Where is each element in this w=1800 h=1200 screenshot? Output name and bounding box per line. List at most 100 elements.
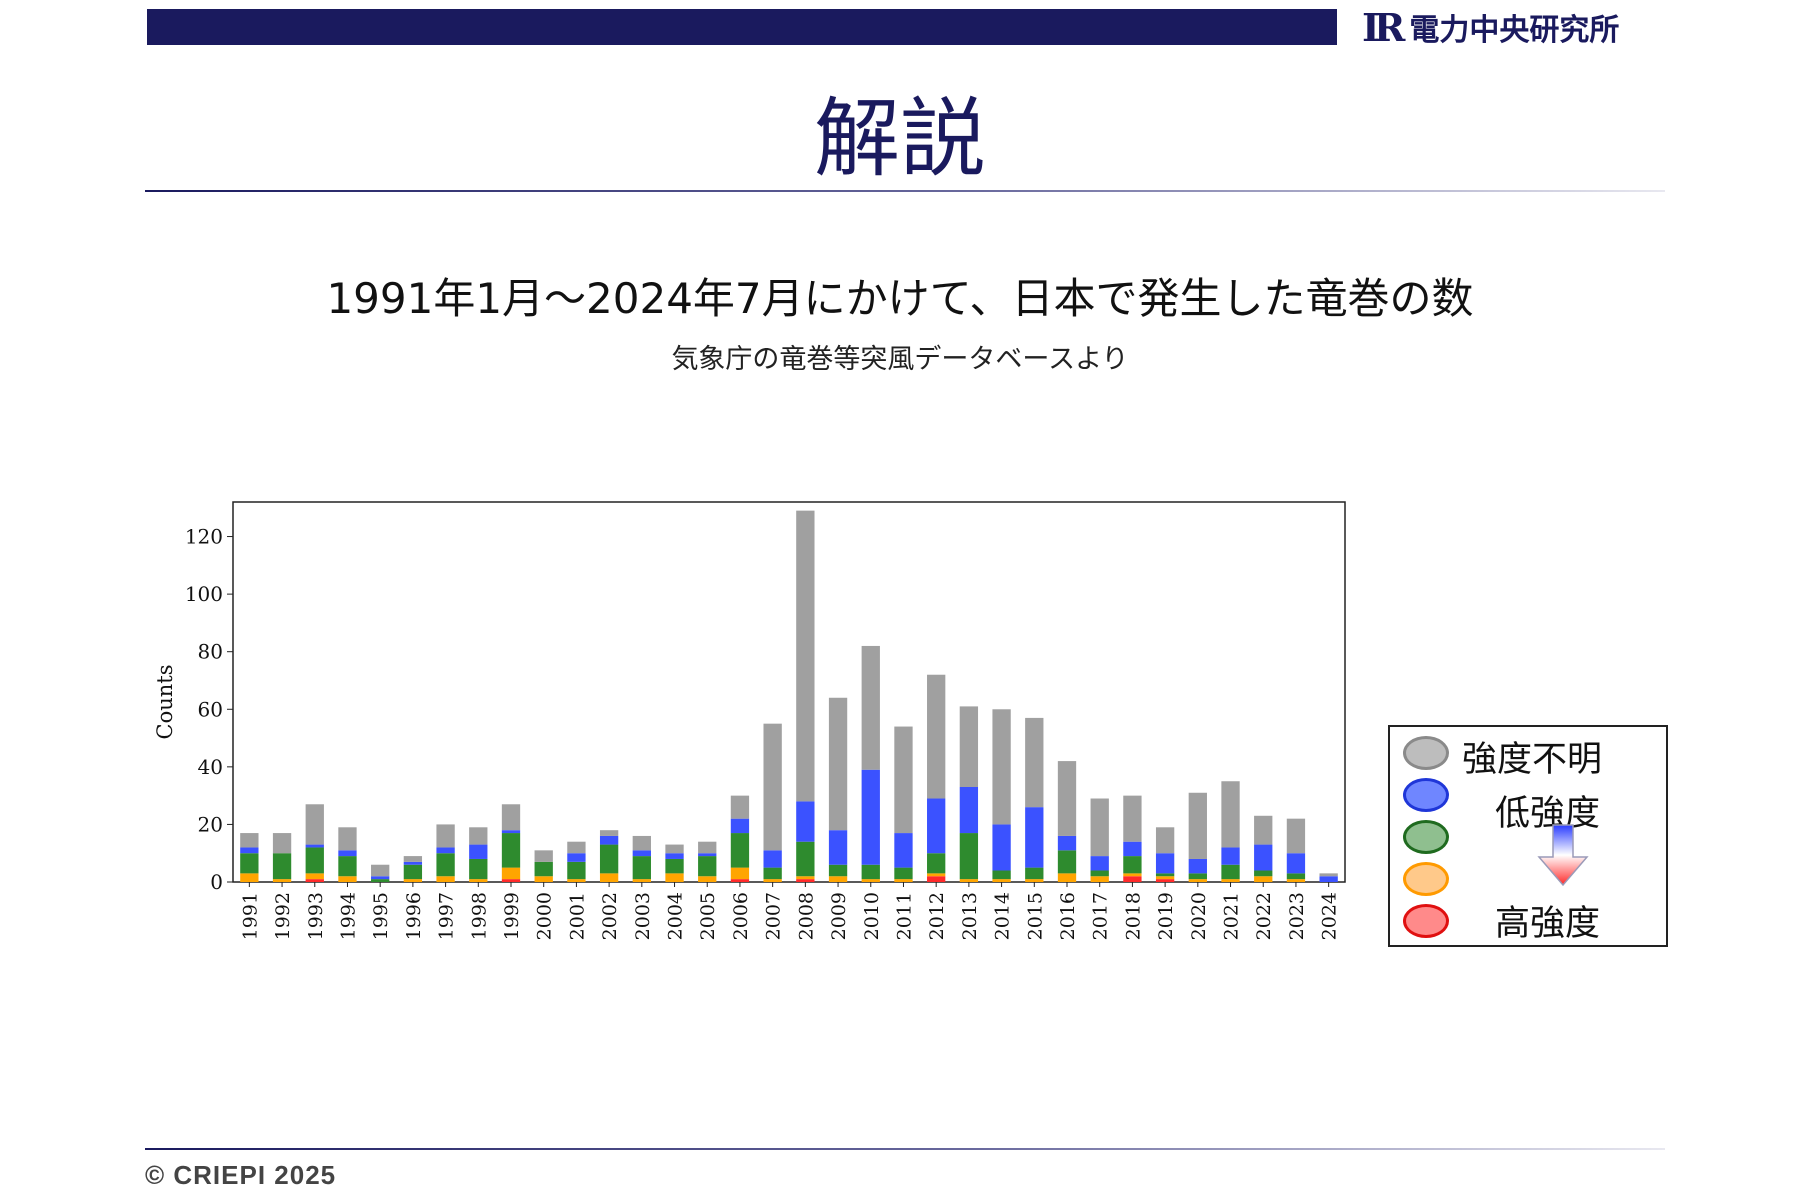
bar-segment [599,873,619,882]
bar-segment [1188,873,1207,880]
bar-segment [1057,835,1077,851]
bar-segment [1025,879,1044,882]
bar-segment [436,876,455,882]
bar-segment [240,847,259,854]
x-tick-label: 2005 [697,892,719,940]
bar-segment [1221,879,1240,882]
bar-segment [927,876,946,882]
x-tick-label: 2020 [1188,892,1210,940]
x-tick-label: 2010 [861,892,883,940]
slide-title: 解説 [814,89,986,189]
x-tick-label: 1996 [403,892,425,940]
bar-segment [1057,761,1077,836]
x-tick-label: 2018 [1122,892,1144,940]
bar-segment [959,879,979,882]
bar-segment [1254,870,1273,877]
x-tick-label: 2008 [795,892,817,940]
x-tick-label: 1998 [468,892,490,940]
bar-segment [1025,807,1044,868]
y-axis-label: Counts [153,665,177,740]
x-tick-label: 1993 [305,892,327,940]
legend-high-label: 高強度 [1495,904,1601,944]
bar-segment [861,879,880,882]
bar-segment [1090,798,1109,857]
y-tick-label: 40 [198,755,223,779]
bar-segment [436,824,455,848]
bar-segment [599,844,619,874]
bar-segment [599,830,619,836]
bar-segment [534,876,553,882]
x-tick-label: 2024 [1319,892,1341,940]
bar-segment [796,879,815,882]
bar-segment [371,879,390,882]
bar-segment [403,864,423,880]
bar-segment [1155,873,1175,877]
bar-segment [240,853,259,874]
bar-segment [1254,815,1273,845]
x-tick-label: 1992 [272,892,294,940]
x-tick-label: 2022 [1253,892,1275,940]
bar-segment [371,876,390,880]
bar-segment [632,850,651,857]
bar-segment [1123,795,1142,842]
bar-segment [338,876,357,882]
bar-segment [992,824,1011,871]
chart-source-note: 気象庁の竜巻等突風データベースより [671,344,1129,375]
bar-segment [272,833,292,854]
bar-segment [1123,856,1142,874]
x-tick-label: 1999 [501,892,523,940]
x-tick-label: 2009 [828,892,850,940]
bar-segment [469,879,488,882]
x-tick-label: 2002 [599,892,621,940]
bar-segment [796,801,815,842]
bar-segment [894,833,913,868]
bar-segment [1221,864,1240,880]
bar-segment [240,833,259,848]
bar-segment [828,876,848,882]
bar-segment [534,850,553,862]
bar-segment [1221,847,1240,865]
bar-segment [436,853,455,877]
bar-segment [1188,879,1207,882]
bar-segment [861,645,880,770]
chart-headline: 1991年1月〜2024年7月にかけて、日本で発生した竜巻の数 [326,274,1474,323]
bar-segment [763,867,782,880]
bar-segment [305,873,324,880]
bar-segment [599,835,619,845]
bar-segment [698,876,717,882]
x-tick-label: 2016 [1057,892,1079,940]
y-tick-label: 100 [185,582,223,606]
bar-segment [501,867,521,880]
y-tick-label: 120 [185,525,223,549]
x-tick-label: 2006 [730,892,752,940]
bar-segment [927,853,946,874]
bar-segment [796,510,815,802]
x-tick-label: 1991 [239,892,261,940]
bar-segment [1286,879,1306,882]
x-tick-label: 2007 [763,892,785,940]
y-tick-label: 20 [198,812,223,836]
bar-segment [1221,781,1240,848]
bar-segment [240,873,259,882]
bar-segment [665,858,684,874]
bar-segment [1025,867,1044,880]
bar-segment [436,847,455,854]
bar-segment [567,853,586,862]
bar-segment [1090,876,1109,882]
bar-segment [501,833,521,868]
bar-segment [469,858,488,880]
bar-segment [1057,850,1077,874]
bar-segment [828,864,848,877]
intensity-arrow-icon [1537,824,1589,887]
x-tick-label: 2021 [1221,892,1243,940]
bar-segment [1123,873,1142,877]
bar-segment [828,830,848,865]
bar-segment [1286,873,1306,880]
bar-segment [665,873,684,882]
bar-segment [632,856,651,880]
tornado-count-chart: 0 20 40 60 80 100 120 Counts 1991 1992 1993 1994 199… [153,501,1346,940]
x-tick-label: 2014 [992,892,1014,940]
bar-segment [1155,876,1175,880]
bar-segment [1025,717,1044,808]
bar-segment [1188,858,1207,874]
